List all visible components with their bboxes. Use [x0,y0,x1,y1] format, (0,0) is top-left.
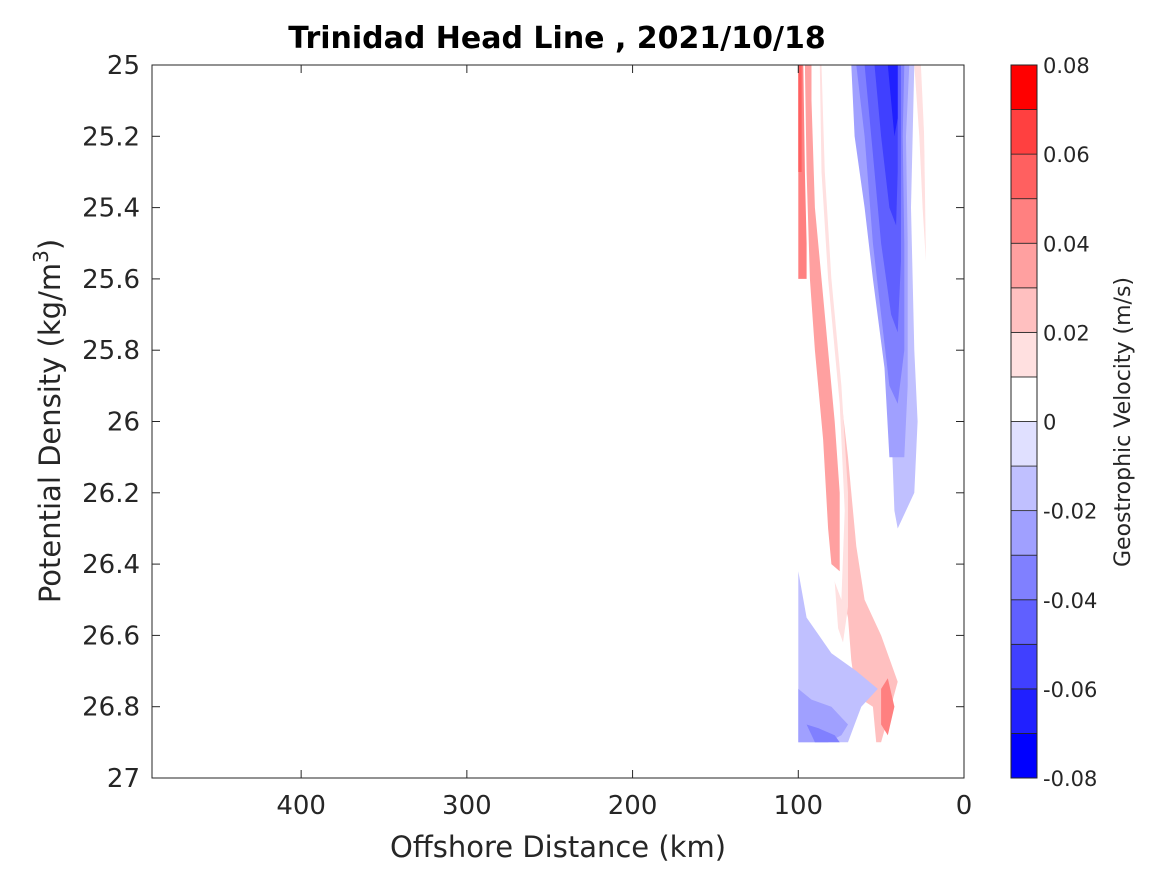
y-axis-label-superscript: 3 [29,250,53,263]
y-tick-label: 26 [107,408,140,438]
colorbar-segment [1010,376,1038,422]
colorbar-tick-label: -0.02 [1043,500,1097,524]
colorbar-segment [1010,153,1038,200]
y-axis-label-suffix: ) [33,239,67,250]
colorbar-tick-label: -0.06 [1043,678,1097,702]
y-axis-label: Potential Density (kg/m3) [29,239,67,603]
chart-title: Trinidad Head Line , 2021/10/18 [288,21,825,56]
y-tick-label: 26.6 [82,621,140,651]
colorbar-label: Geostrophic Velocity (m/s) [1111,277,1136,567]
colorbar-frame [1010,64,1038,779]
contour-region [881,65,898,137]
colorbar-segment [1010,64,1038,110]
x-tick-label: 0 [956,791,973,821]
colorbar-tick-label: 0.06 [1043,143,1090,167]
y-tick-label: 25.8 [82,336,140,366]
y-tick-label: 25.2 [82,122,140,152]
contour-layer [798,65,928,743]
x-tick-label: 100 [773,791,823,821]
y-axis: 25 25.2 25.4 25.6 25.8 26 26.2 26.4 26.6 26.8 27 [82,51,964,794]
colorbar-tick-label: 0.08 [1043,54,1090,78]
x-tick-label: 400 [276,791,326,821]
x-tick-label: 200 [608,791,658,821]
colorbar-segment [1010,643,1038,690]
colorbar-segment [1010,331,1038,378]
colorbar-tick-label: 0 [1043,411,1056,435]
colorbar-segment [1010,465,1038,512]
x-axis: 400 300 200 100 0 [276,65,972,821]
colorbar: 0.08 0.06 0.04 0.02 0 -0.02 -0.04 -0.06 -0.08 [1010,54,1097,791]
colorbar-segment [1010,554,1038,601]
contour-region [798,65,840,572]
colorbar-segment [1010,109,1038,155]
colorbar-segment [1010,688,1038,734]
colorbar-segment [1010,599,1038,645]
y-tick-label: 25 [107,51,140,81]
colorbar-tick-label: 0.04 [1043,232,1090,256]
contour-region [914,65,926,262]
contour-region [806,724,840,743]
y-tick-label: 26.2 [82,479,140,509]
contour-region [922,65,928,226]
contour-region [867,65,898,226]
x-tick-label: 300 [442,791,492,821]
colorbar-tick-label: -0.04 [1043,589,1097,613]
x-axis-label: Offshore Distance (km) [390,830,726,864]
colorbar-tick-label: -0.08 [1043,767,1097,791]
y-axis-label-prefix: Potential Density (kg/m [33,263,67,603]
y-tick-label: 27 [107,764,140,794]
colorbar-segment [1010,510,1038,556]
colorbar-segment [1010,733,1038,779]
contour-region [798,65,802,172]
y-tick-label: 25.6 [82,265,140,295]
contour-region [798,571,878,743]
colorbar-segment [1010,287,1038,333]
y-tick-label: 26.8 [82,693,140,723]
y-tick-label: 26.4 [82,550,140,580]
colorbar-segment [1010,421,1038,467]
y-tick-label: 25.4 [82,194,140,224]
colorbar-segment [1010,198,1038,244]
colorbar-tick-label: 0.02 [1043,321,1090,345]
colorbar-segment [1010,242,1038,289]
contour-region [881,678,895,736]
